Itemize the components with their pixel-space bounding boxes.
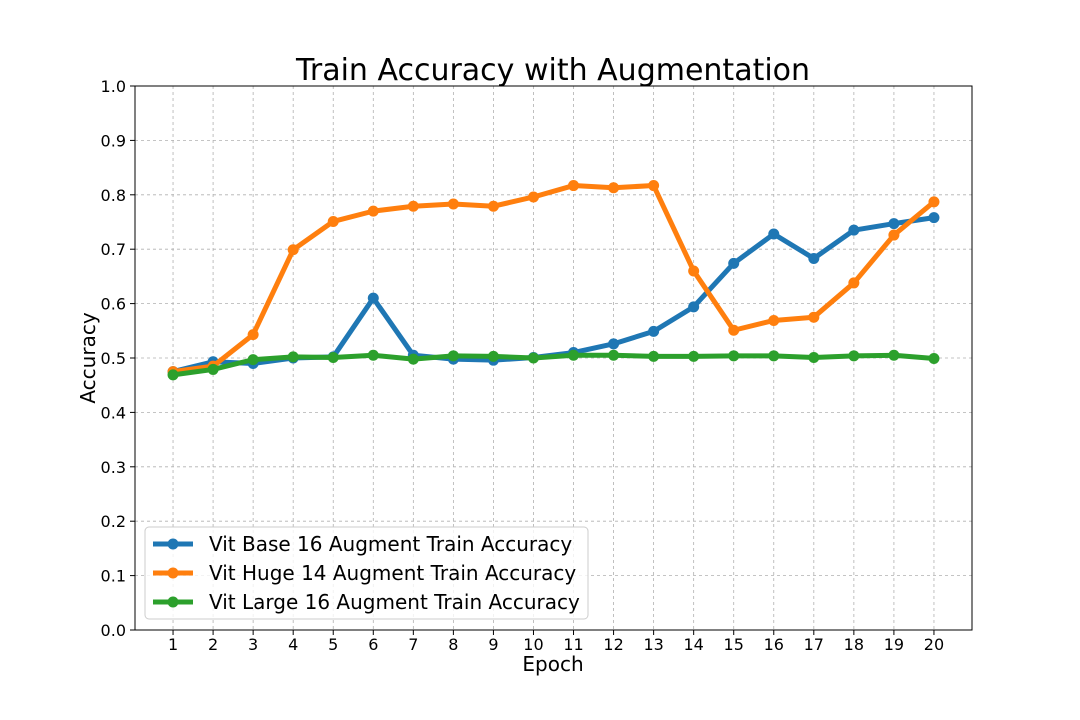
- x-tick-label: 20: [924, 635, 944, 654]
- data-point: [848, 224, 860, 236]
- data-point: [447, 198, 459, 210]
- data-point: [247, 329, 259, 341]
- x-tick-label: 8: [448, 635, 458, 654]
- y-tick-label: 0.0: [101, 621, 126, 640]
- legend-label: Vit Large 16 Augment Train Accuracy: [209, 590, 580, 614]
- data-point: [808, 351, 820, 363]
- y-axis: 0.0 0.1 0.2 0.3 0.4 0.5 0.6 0.7 0.8 0.9 1.0: [101, 77, 135, 640]
- data-point: [327, 351, 339, 363]
- data-point: [167, 369, 179, 381]
- x-tick-label: 18: [844, 635, 864, 654]
- data-point: [327, 215, 339, 227]
- data-point: [247, 354, 259, 366]
- series-line: [172, 352, 935, 378]
- x-tick-label: 16: [764, 635, 784, 654]
- x-tick-label: 12: [603, 635, 623, 654]
- x-tick-label: 2: [208, 635, 218, 654]
- series-3: [167, 349, 940, 381]
- y-axis-label: Accuracy: [76, 312, 100, 403]
- y-tick-label: 0.7: [101, 240, 126, 259]
- x-tick-label: 9: [488, 635, 498, 654]
- data-point: [287, 244, 299, 256]
- legend-swatch-marker: [167, 538, 179, 550]
- data-point: [487, 200, 499, 212]
- data-point: [768, 350, 780, 362]
- y-tick-label: 0.1: [101, 567, 126, 586]
- x-tick-label: 15: [724, 635, 744, 654]
- data-point: [207, 363, 219, 375]
- data-point: [808, 252, 820, 264]
- data-point: [928, 196, 940, 208]
- data-point: [608, 182, 620, 194]
- data-point: [888, 349, 900, 361]
- data-point: [608, 338, 620, 350]
- x-tick-label: 13: [643, 635, 663, 654]
- legend-label: Vit Base 16 Augment Train Accuracy: [209, 532, 572, 556]
- data-point: [367, 205, 379, 217]
- data-point: [367, 292, 379, 304]
- data-point: [728, 350, 740, 362]
- legend-swatch-marker: [167, 596, 179, 608]
- data-point: [648, 325, 660, 337]
- data-point: [608, 349, 620, 361]
- data-point: [688, 350, 700, 362]
- x-tick-label: 14: [683, 635, 703, 654]
- y-tick-label: 0.5: [101, 349, 126, 368]
- legend: Vit Base 16 Augment Train Accuracy Vit Hu…: [144, 526, 589, 620]
- x-tick-label: 3: [248, 635, 258, 654]
- x-tick-label: 6: [368, 635, 378, 654]
- legend-box: [144, 526, 589, 620]
- data-point: [287, 351, 299, 363]
- y-tick-label: 0.8: [101, 186, 126, 205]
- chart-title: Train Accuracy with Augmentation: [295, 53, 810, 88]
- x-tick-label: 7: [408, 635, 418, 654]
- data-point: [527, 191, 539, 203]
- legend-swatch-marker: [167, 567, 179, 579]
- data-point: [688, 265, 700, 277]
- x-tick-label: 11: [563, 635, 583, 654]
- x-axis: 1 2 3 4 5 6 7 8 9 10 11 12 13 14 15 16 17 18 19 20: [168, 630, 944, 654]
- data-point: [888, 229, 900, 241]
- x-axis-label: Epoch: [522, 652, 583, 676]
- data-point: [648, 350, 660, 362]
- y-tick-label: 0.2: [101, 512, 126, 531]
- data-point: [848, 277, 860, 289]
- data-point: [768, 228, 780, 240]
- x-tick-label: 19: [884, 635, 904, 654]
- data-point: [728, 324, 740, 336]
- data-point: [928, 353, 940, 365]
- x-tick-label: 10: [523, 635, 543, 654]
- series-group: [167, 180, 940, 381]
- x-tick-label: 1: [168, 635, 178, 654]
- x-tick-label: 5: [328, 635, 338, 654]
- data-point: [407, 200, 419, 212]
- data-point: [808, 311, 820, 323]
- data-point: [407, 353, 419, 365]
- data-point: [848, 350, 860, 362]
- data-point: [648, 180, 660, 192]
- y-tick-label: 0.4: [101, 403, 126, 422]
- y-tick-label: 0.3: [101, 458, 126, 477]
- y-tick-label: 0.6: [101, 295, 126, 314]
- data-point: [487, 350, 499, 362]
- y-tick-label: 1.0: [101, 77, 126, 96]
- x-tick-label: 4: [288, 635, 298, 654]
- x-tick-label: 17: [804, 635, 824, 654]
- series-line: [172, 183, 936, 375]
- data-point: [728, 257, 740, 269]
- data-point: [688, 301, 700, 313]
- data-point: [768, 314, 780, 326]
- data-point: [447, 350, 459, 362]
- data-point: [888, 218, 900, 230]
- data-point: [928, 212, 940, 224]
- legend-label: Vit Huge 14 Augment Train Accuracy: [209, 561, 576, 585]
- data-point: [367, 349, 379, 361]
- data-point: [527, 352, 539, 364]
- y-tick-label: 0.9: [101, 131, 126, 150]
- data-point: [568, 349, 580, 361]
- data-point: [568, 180, 580, 192]
